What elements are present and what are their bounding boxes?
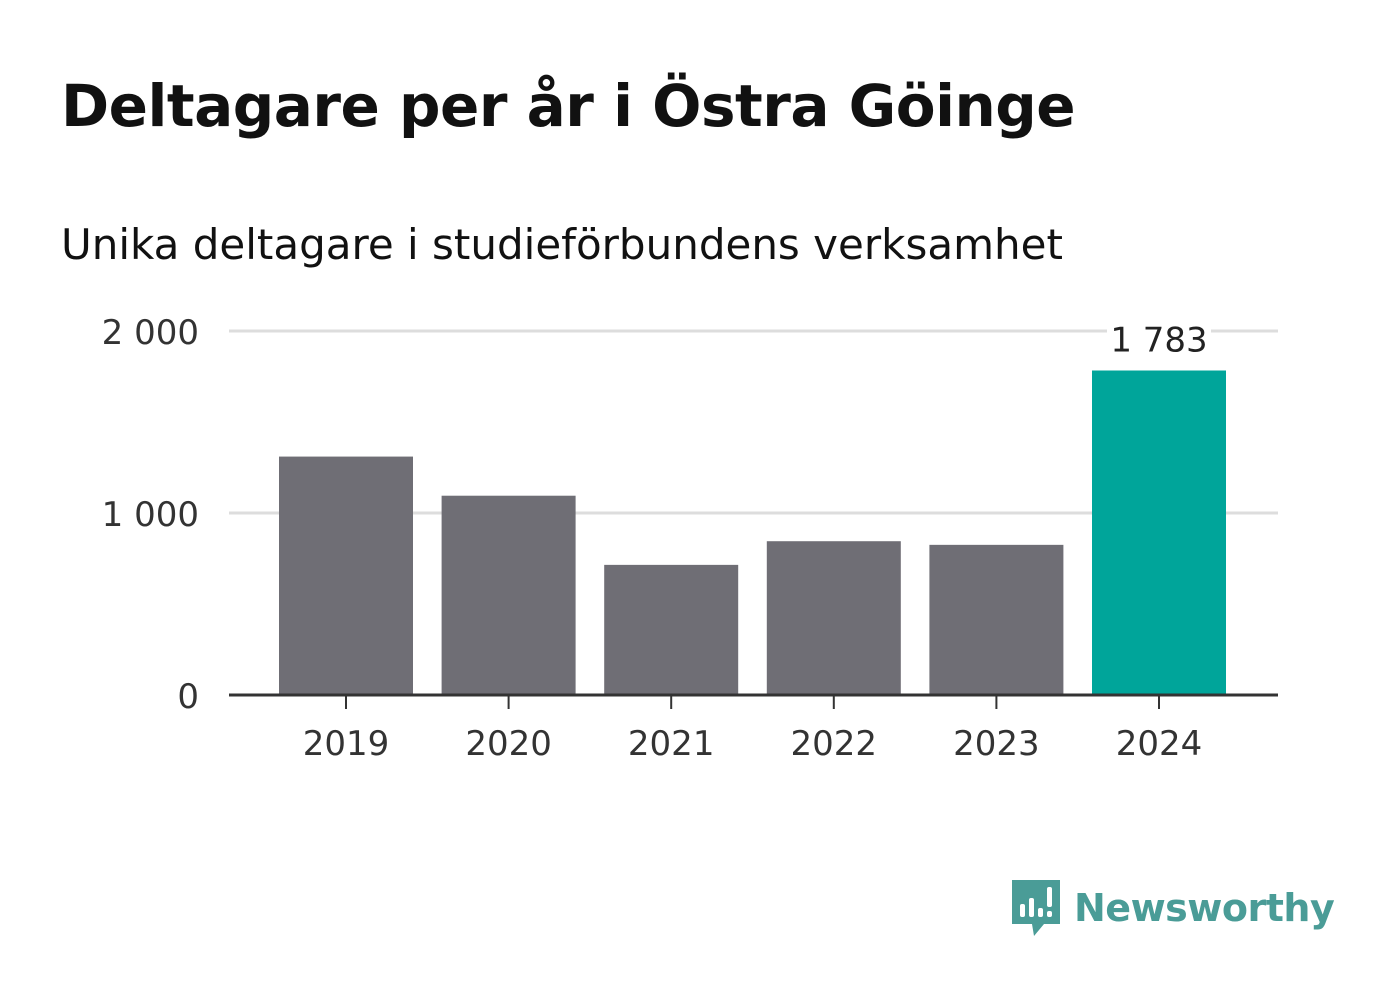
bar	[604, 564, 739, 695]
bar	[1092, 370, 1226, 695]
x-tick-label: 2022	[791, 724, 878, 764]
bar	[766, 541, 901, 695]
x-tick-label: 2021	[628, 724, 715, 764]
newsworthy-logo-icon	[1012, 880, 1060, 936]
brand-logo: Newsworthy	[1010, 878, 1335, 938]
labels: 0 1 000 2 000 2019 2020 2021 2022 2023 2024 1 783	[102, 313, 1211, 764]
x-tick-label: 2019	[303, 724, 390, 764]
axes	[229, 693, 1278, 709]
x-tick-label: 2023	[953, 724, 1040, 764]
y-tick-label: 0	[177, 677, 199, 717]
bar	[279, 456, 413, 695]
bars	[279, 370, 1226, 695]
x-tick-label: 2020	[465, 724, 552, 764]
chart-title: Deltagare per år i Östra Göinge	[61, 72, 1076, 140]
brand-name: Newsworthy	[1074, 886, 1335, 930]
bar	[929, 544, 1064, 695]
data-label-background	[1107, 320, 1211, 361]
y-tick-label: 1 000	[102, 495, 199, 535]
y-tick-label: 2 000	[102, 313, 199, 353]
bar	[441, 495, 576, 695]
x-tick-label: 2024	[1116, 724, 1203, 764]
chart-subtitle: Unika deltagare i studieförbundens verks…	[61, 220, 1063, 269]
data-label: 1 783	[1110, 320, 1207, 360]
